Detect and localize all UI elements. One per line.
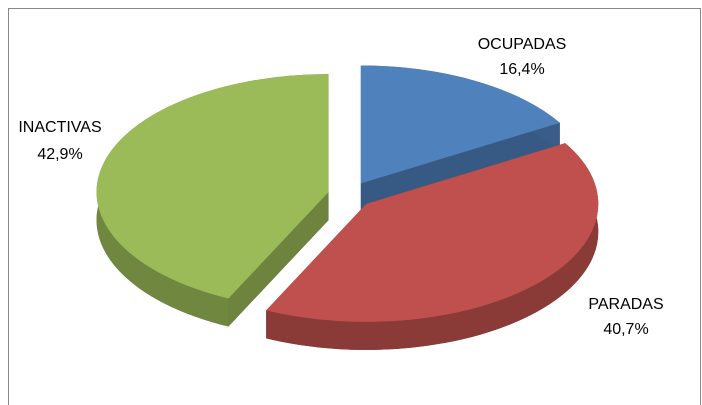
slice-value-label: 16,4% [499, 61, 544, 78]
slice-top [266, 143, 599, 322]
slice-value-label: 40,7% [603, 321, 648, 338]
slice-top [360, 65, 560, 184]
slice-label: PARADAS [588, 296, 663, 313]
pie-slice [96, 74, 329, 327]
slice-side [228, 192, 329, 327]
slice-label: INACTIVAS [18, 119, 101, 136]
slice-top [96, 74, 329, 299]
slice-value-label: 42,9% [37, 146, 82, 163]
pie-slice [360, 65, 560, 212]
pie-slice [266, 143, 599, 350]
slice-edge [266, 143, 599, 350]
slice-label: OCUPADAS [478, 36, 567, 53]
slice-side [360, 122, 560, 212]
